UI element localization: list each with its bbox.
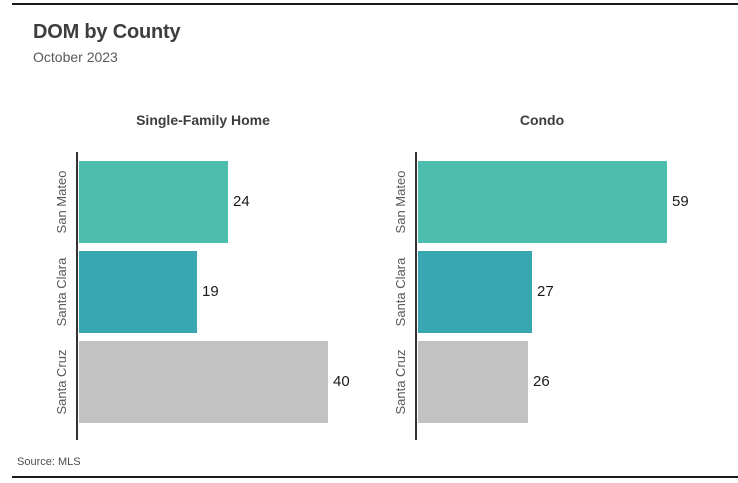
- value-label: 26: [533, 373, 550, 390]
- page-title: DOM by County: [33, 21, 181, 43]
- value-label: 19: [202, 283, 219, 300]
- bar-row: Santa Cruz 40: [50, 341, 356, 423]
- y-axis-line: [76, 152, 78, 440]
- bar-row: Santa Cruz 26: [389, 341, 695, 423]
- panel-single-family-home: Single-Family Home San Mateo 24 Santa Clar…: [50, 105, 356, 445]
- bar-row: San Mateo 59: [389, 161, 695, 243]
- bar: [79, 341, 328, 423]
- plot-area: San Mateo 59 Santa Clara 27 Santa Cruz 26: [389, 152, 695, 440]
- plot-area: San Mateo 24 Santa Clara 19 Santa Cruz 40: [50, 152, 356, 440]
- y-axis-line: [415, 152, 417, 440]
- category-label: San Mateo: [393, 170, 408, 234]
- bar: [418, 341, 528, 423]
- top-divider: [12, 3, 738, 5]
- bar: [418, 251, 532, 333]
- category-label: Santa Clara: [54, 257, 69, 327]
- panel-title: Condo: [519, 112, 565, 128]
- bar-row: Santa Clara 19: [50, 251, 356, 333]
- bar: [79, 161, 228, 243]
- panel-condo: Condo San Mateo 59 Santa Clara 27 Santa Cruz…: [389, 105, 695, 445]
- category-label: Santa Cruz: [393, 349, 408, 415]
- value-label: 27: [537, 283, 554, 300]
- page-subtitle: October 2023: [33, 49, 118, 65]
- value-label: 40: [333, 373, 350, 390]
- value-label: 24: [233, 193, 250, 210]
- bar: [79, 251, 197, 333]
- panel-title: Single-Family Home: [136, 112, 270, 128]
- bottom-divider: [12, 476, 738, 478]
- source-note: Source: MLS: [17, 456, 81, 468]
- bar: [418, 161, 667, 243]
- bar-row: San Mateo 24: [50, 161, 356, 243]
- value-label: 59: [672, 193, 689, 210]
- category-label: Santa Cruz: [54, 349, 69, 415]
- category-label: San Mateo: [54, 170, 69, 234]
- bar-row: Santa Clara 27: [389, 251, 695, 333]
- category-label: Santa Clara: [393, 257, 408, 327]
